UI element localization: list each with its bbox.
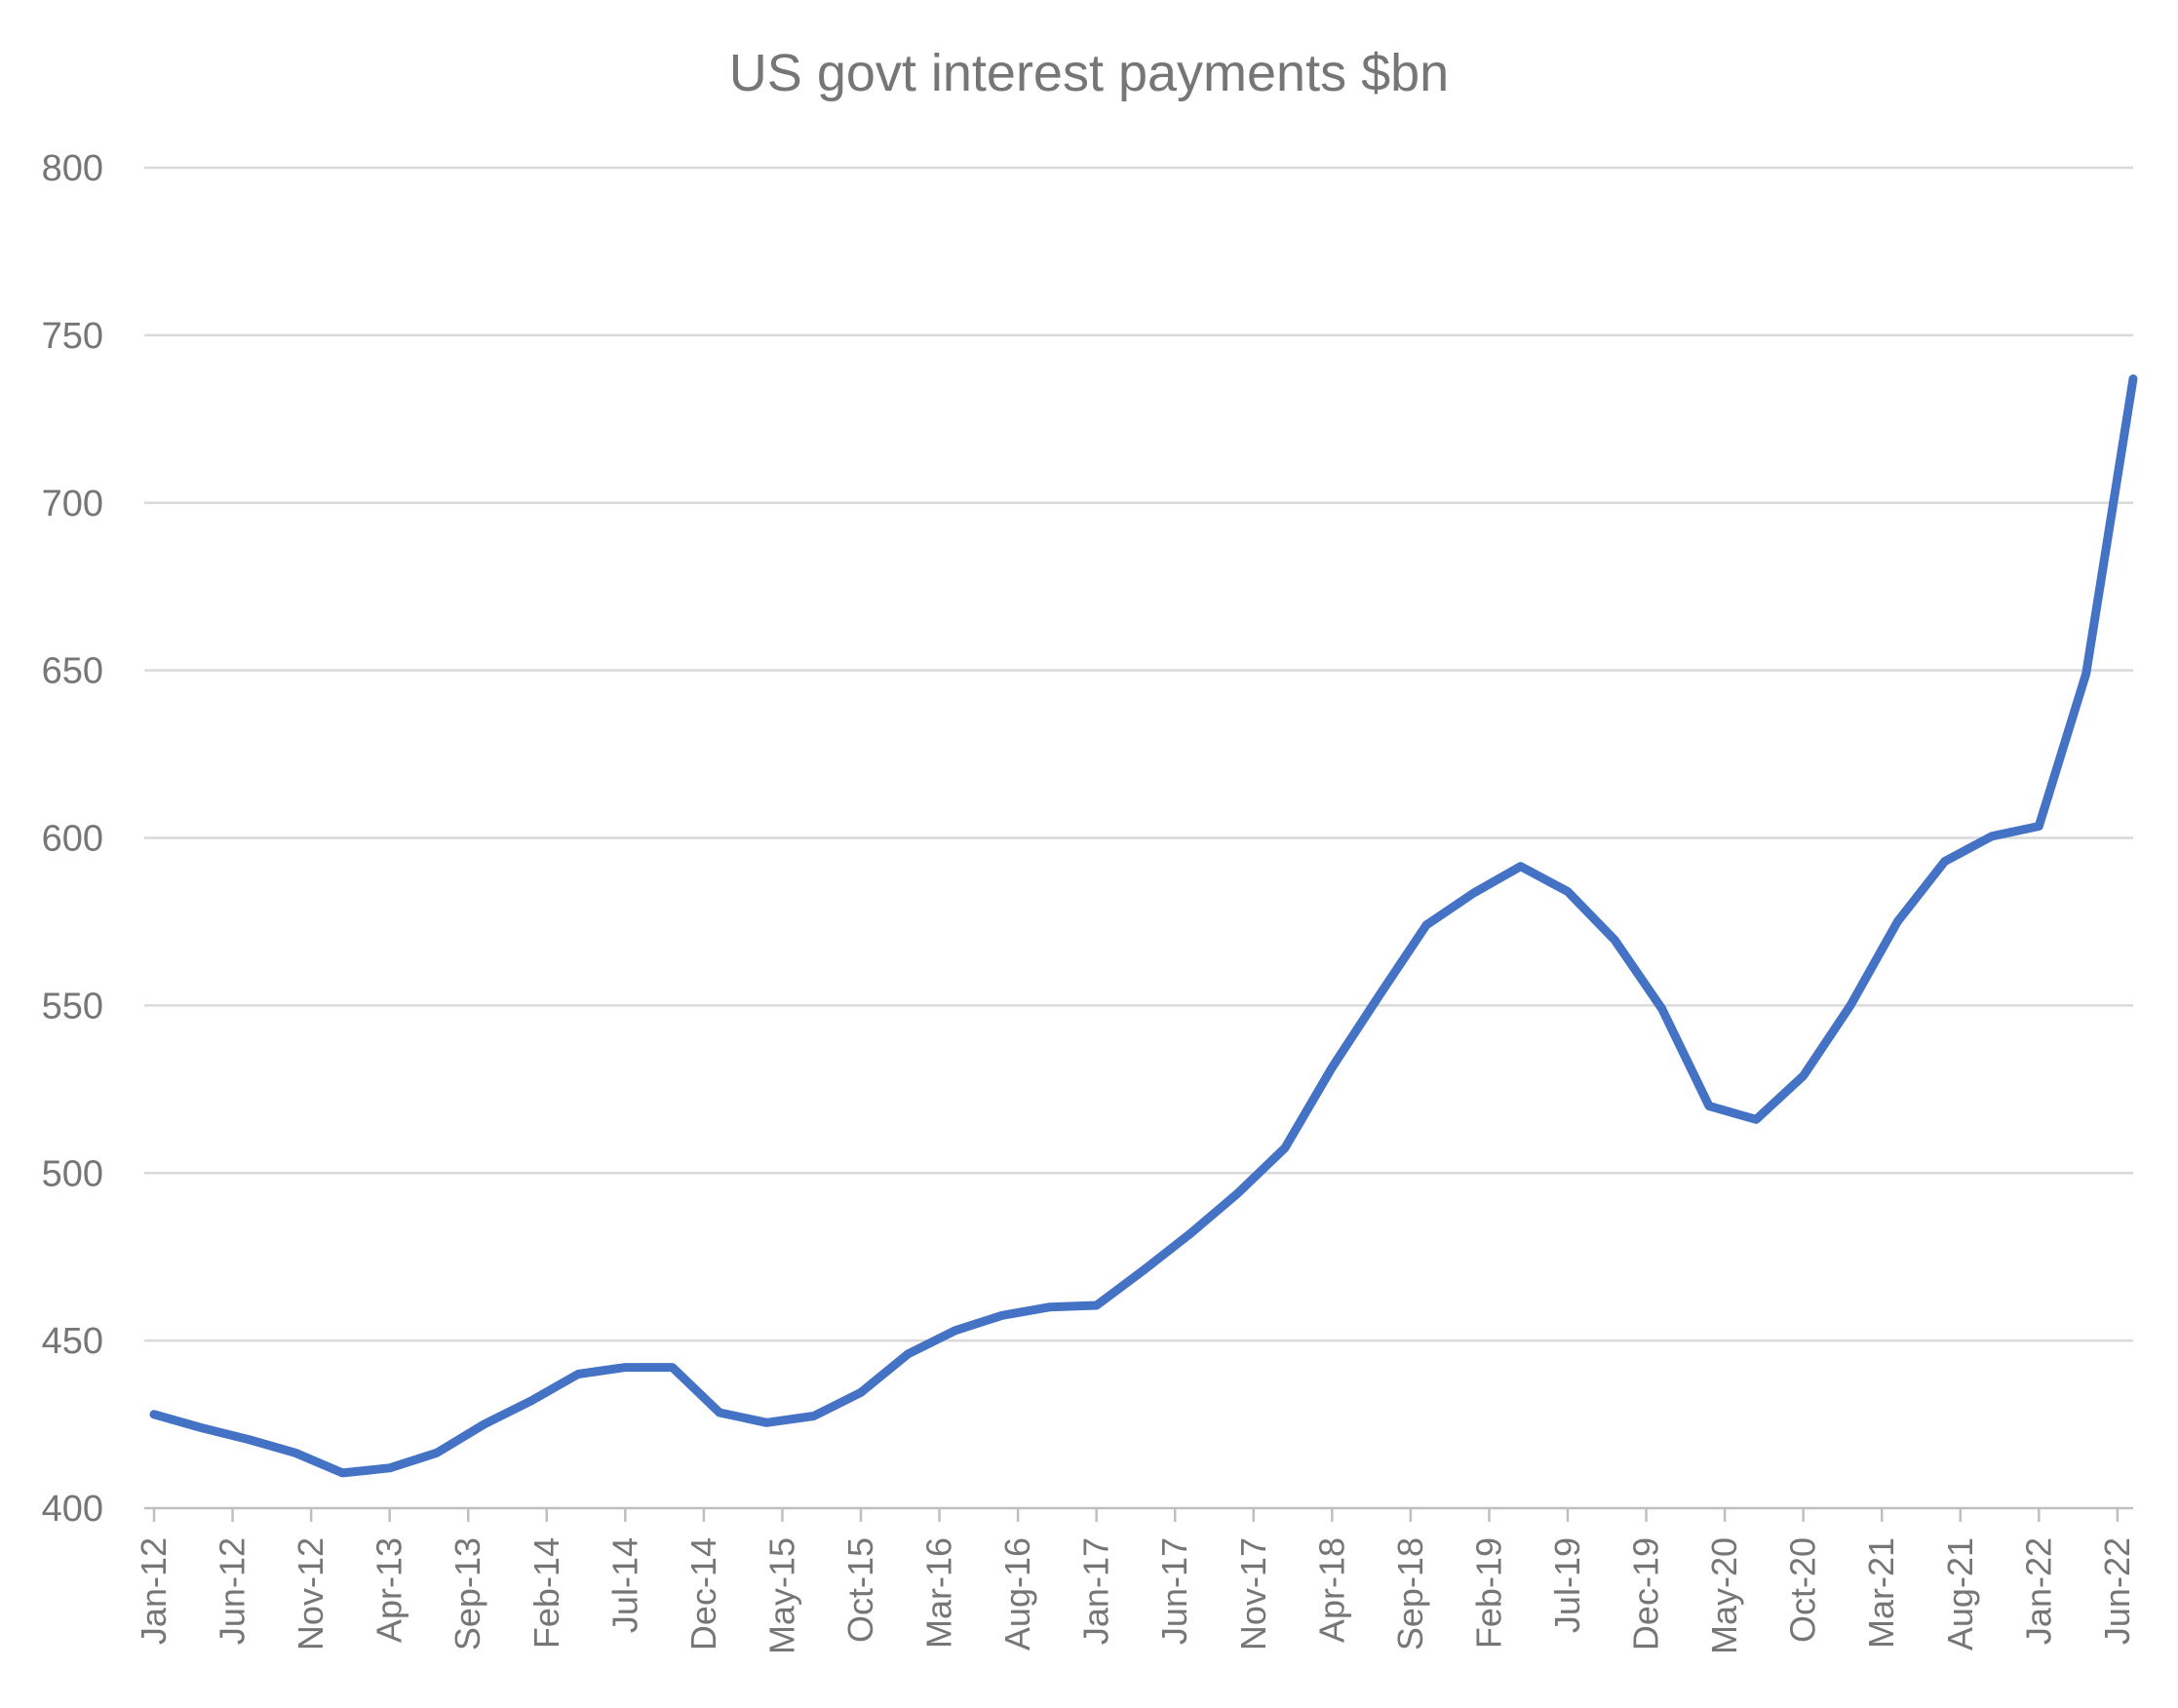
y-tick-label-450: 450: [42, 1321, 103, 1362]
x-tick-label-Jul-19: Jul-19: [1547, 1537, 1587, 1633]
x-tick-label-May-20: May-20: [1704, 1537, 1744, 1654]
x-tick-label-Dec-14: Dec-14: [683, 1537, 723, 1650]
y-tick-label-550: 550: [42, 986, 103, 1027]
y-tick-label-600: 600: [42, 819, 103, 860]
x-tick-label-Nov-12: Nov-12: [291, 1537, 331, 1650]
y-tick-label-750: 750: [42, 316, 103, 357]
y-tick-label-800: 800: [42, 148, 103, 189]
x-tick-label-Mar-16: Mar-16: [919, 1537, 959, 1649]
y-tick-label-700: 700: [42, 484, 103, 524]
x-tick-label-Jun-12: Jun-12: [213, 1537, 253, 1645]
x-tick-label-Nov-17: Nov-17: [1233, 1537, 1273, 1650]
x-tick-label-Sep-13: Sep-13: [447, 1537, 487, 1650]
x-tick-label-Mar-21: Mar-21: [1861, 1537, 1901, 1649]
x-tick-label-Dec-19: Dec-19: [1626, 1537, 1666, 1650]
y-tick-label-400: 400: [42, 1489, 103, 1530]
y-tick-label-500: 500: [42, 1153, 103, 1194]
y-tick-label-650: 650: [42, 651, 103, 692]
x-tick-label-May-15: May-15: [761, 1537, 801, 1654]
x-tick-label-Apr-13: Apr-13: [369, 1537, 409, 1643]
chart-title: US govt interest payments $bn: [729, 44, 1449, 102]
x-tick-label-Sep-18: Sep-18: [1390, 1537, 1430, 1650]
gridlines: [144, 166, 2133, 1342]
x-tick-label-Jul-14: Jul-14: [604, 1537, 644, 1633]
x-tick-label-Feb-14: Feb-14: [526, 1537, 566, 1649]
series-layer: [149, 374, 2138, 1478]
series-line-0: [149, 374, 2138, 1478]
x-tick-label-Feb-19: Feb-19: [1468, 1537, 1508, 1649]
x-axis-ticks: Jan-12 Jun-12 Nov-12 Apr-13 Sep-13 Feb-14 Jul-…: [134, 1508, 2137, 1654]
x-tick-label-Aug-21: Aug-21: [1940, 1537, 1980, 1650]
x-tick-label-Apr-18: Apr-18: [1311, 1537, 1351, 1643]
x-tick-label-Jun-17: Jun-17: [1154, 1537, 1194, 1645]
x-tick-label-Jan-17: Jan-17: [1076, 1537, 1116, 1645]
x-tick-label-Oct-20: Oct-20: [1783, 1537, 1823, 1643]
x-tick-label-Aug-16: Aug-16: [997, 1537, 1037, 1650]
x-tick-label-Jun-22: Jun-22: [2097, 1537, 2137, 1645]
x-tick-label-Jan-12: Jan-12: [134, 1537, 174, 1645]
x-tick-label-Jan-22: Jan-22: [2018, 1537, 2058, 1645]
x-tick-label-Oct-15: Oct-15: [840, 1537, 880, 1643]
y-axis-tick-labels: 400 450 500 550 600 650 700 750 800: [42, 148, 103, 1530]
